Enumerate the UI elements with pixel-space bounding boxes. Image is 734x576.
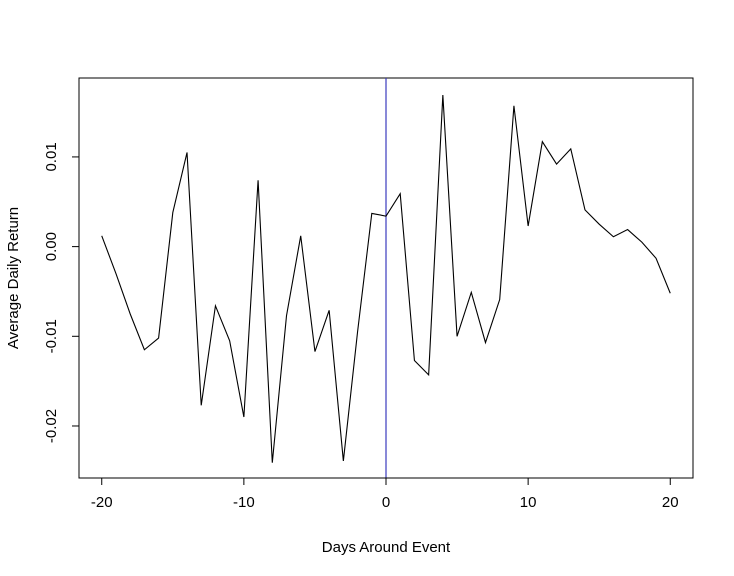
y-tick-label: -0.02 [43, 409, 60, 443]
y-tick-label: -0.01 [43, 319, 60, 353]
y-tick-label: 0.01 [43, 142, 60, 171]
x-tick-label: -20 [91, 494, 113, 511]
x-axis-title: Days Around Event [322, 539, 451, 556]
y-axis-title: Average Daily Return [5, 207, 22, 349]
x-tick-label: -10 [233, 494, 255, 511]
x-tick-label: 10 [520, 494, 537, 511]
x-tick-label: 0 [382, 494, 390, 511]
series-line-0 [101, 95, 671, 463]
x-tick-label: 20 [662, 494, 679, 511]
y-tick-label: 0.00 [43, 232, 60, 261]
